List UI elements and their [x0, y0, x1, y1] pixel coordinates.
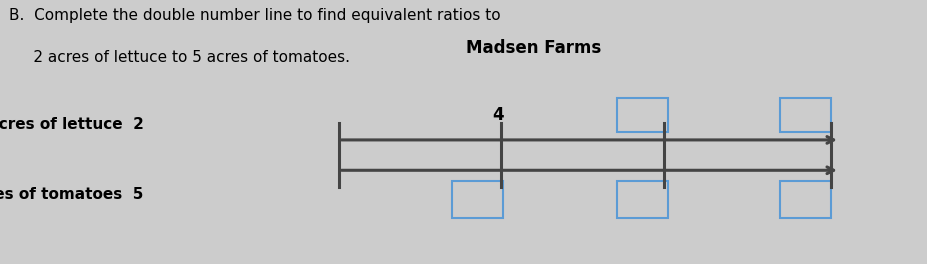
Text: Acres of tomatoes  5: Acres of tomatoes 5: [0, 187, 144, 201]
Text: 2 acres of lettuce to 5 acres of tomatoes.: 2 acres of lettuce to 5 acres of tomatoe…: [9, 50, 349, 65]
Text: Acres of lettuce  2: Acres of lettuce 2: [0, 117, 144, 131]
Text: 4: 4: [492, 106, 503, 124]
Text: B.  Complete the double number line to find equivalent ratios to: B. Complete the double number line to fi…: [9, 8, 501, 23]
Text: Madsen Farms: Madsen Farms: [465, 39, 601, 56]
